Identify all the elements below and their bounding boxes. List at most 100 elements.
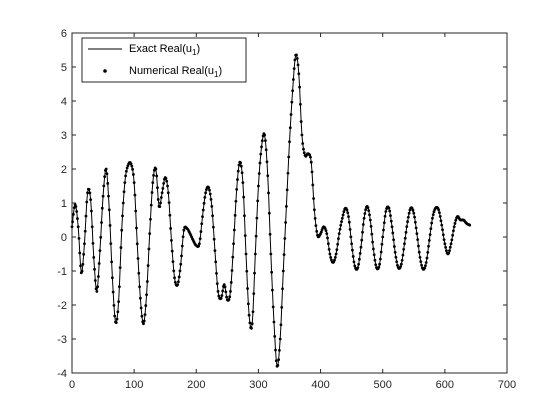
- data-point: [227, 298, 231, 301]
- data-point: [312, 208, 316, 212]
- data-point: [99, 235, 103, 239]
- data-point: [204, 191, 208, 195]
- data-point: [383, 214, 387, 218]
- data-point: [240, 171, 244, 175]
- data-point: [453, 222, 457, 225]
- data-point: [302, 151, 306, 155]
- data-point: [147, 247, 151, 251]
- data-point: [144, 304, 148, 307]
- data-point: [356, 266, 360, 269]
- data-point: [388, 209, 392, 213]
- data-point: [378, 257, 382, 261]
- data-point: [442, 238, 446, 242]
- data-point: [114, 321, 118, 325]
- data-point: [419, 260, 423, 264]
- data-point: [451, 233, 455, 237]
- data-point: [121, 214, 124, 218]
- data-point: [437, 208, 441, 212]
- data-point: [286, 171, 290, 175]
- data-point: [152, 173, 155, 177]
- data-point: [84, 214, 88, 218]
- data-point: [347, 215, 350, 219]
- y-tick-label: -3: [57, 334, 67, 346]
- data-point: [255, 216, 259, 220]
- data-point: [291, 78, 295, 81]
- data-point: [427, 244, 430, 248]
- data-point: [396, 263, 399, 267]
- data-point: [402, 248, 406, 251]
- data-point: [348, 227, 352, 231]
- data-point: [138, 296, 142, 300]
- data-point: [212, 237, 216, 241]
- data-point: [440, 223, 444, 227]
- data-point: [78, 251, 82, 255]
- y-tick-label: 5: [61, 62, 67, 74]
- data-point: [259, 152, 263, 156]
- data-point: [379, 250, 383, 254]
- data-point: [88, 191, 92, 195]
- data-point: [182, 228, 186, 232]
- data-point: [390, 225, 394, 229]
- data-point: [264, 148, 268, 152]
- data-point: [102, 184, 106, 188]
- data-point: [235, 188, 239, 191]
- data-point: [208, 188, 211, 192]
- data-point: [413, 220, 417, 224]
- data-point: [146, 264, 150, 267]
- data-point: [135, 242, 139, 246]
- data-point: [130, 164, 134, 168]
- data-point: [76, 217, 79, 220]
- data-point: [115, 317, 119, 321]
- data-point: [452, 225, 456, 229]
- x-tick-label: 300: [249, 379, 267, 391]
- data-point: [87, 188, 91, 191]
- data-point: [338, 227, 342, 231]
- data-point: [145, 293, 148, 297]
- data-point: [158, 205, 162, 209]
- data-point: [448, 245, 452, 249]
- data-point: [117, 300, 121, 303]
- series-dots-numerical: [70, 53, 472, 368]
- data-point: [326, 236, 329, 240]
- data-point: [373, 258, 377, 262]
- data-point: [298, 102, 302, 106]
- data-point: [173, 276, 176, 280]
- data-point: [180, 244, 184, 248]
- data-point: [278, 337, 282, 341]
- data-point: [140, 314, 144, 318]
- data-point: [431, 216, 434, 220]
- data-point: [93, 267, 96, 271]
- data-point: [328, 252, 332, 256]
- data-point: [222, 283, 226, 286]
- data-point: [230, 269, 234, 272]
- data-point: [171, 260, 175, 264]
- data-point: [276, 363, 280, 367]
- data-point: [154, 167, 158, 171]
- data-point: [169, 227, 173, 230]
- data-point: [342, 210, 346, 214]
- data-point: [361, 223, 365, 226]
- plot-area: 0 100 200 300 400 500 600 700 -4 -3 -2 -1 0 1 2 3 4 5 6: [57, 28, 516, 391]
- data-point: [287, 155, 291, 159]
- data-point: [133, 193, 137, 197]
- data-point: [347, 220, 351, 224]
- data-point: [74, 205, 78, 208]
- data-point: [233, 213, 237, 217]
- data-point: [209, 197, 213, 201]
- legend-entry-exact: Exact Real(u1): [129, 43, 200, 57]
- data-point: [232, 228, 236, 232]
- x-tick-label: 500: [374, 379, 392, 391]
- data-point: [149, 217, 152, 221]
- data-point: [125, 166, 129, 170]
- data-point: [366, 206, 370, 210]
- data-point: [215, 271, 218, 275]
- data-point: [360, 238, 364, 242]
- legend-dot-sample: [103, 69, 107, 73]
- data-point: [292, 67, 296, 70]
- data-point: [371, 247, 375, 251]
- data-point: [266, 174, 270, 178]
- data-point: [429, 227, 433, 231]
- data-point: [296, 63, 300, 67]
- data-point: [387, 206, 391, 210]
- data-point: [290, 100, 294, 104]
